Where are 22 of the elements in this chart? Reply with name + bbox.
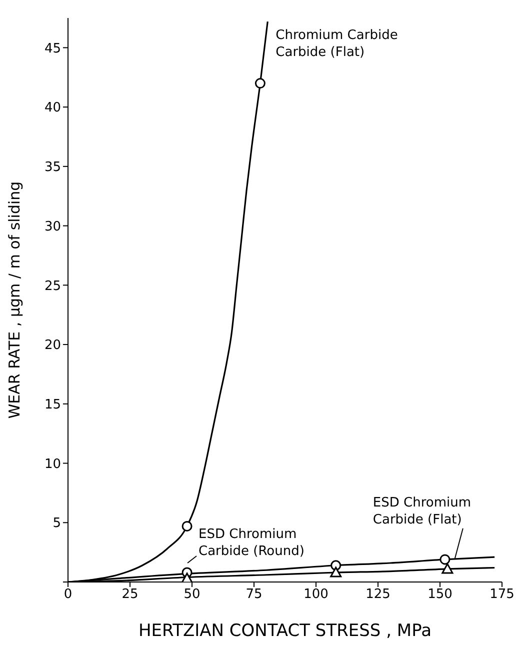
- y-tick-label: 25: [44, 278, 61, 294]
- series-label: ESD Chromium Carbide (Round): [198, 526, 304, 559]
- x-tick-label: 50: [184, 587, 200, 602]
- y-tick-label: 35: [44, 160, 61, 176]
- series-label: Chromium Carbide Carbide (Flat): [276, 28, 398, 60]
- y-tick-label: 30: [44, 219, 61, 234]
- x-tick-label: 125: [366, 587, 390, 602]
- y-axis-title: WEAR RATE , μgm / m of sliding: [5, 181, 24, 419]
- x-tick-label: 100: [304, 587, 328, 602]
- x-tick-label: 0: [64, 587, 72, 602]
- x-tick-label: 75: [246, 587, 262, 602]
- x-tick-label: 175: [490, 587, 514, 602]
- y-tick-label: 10: [44, 456, 61, 472]
- y-tick-label: 20: [44, 338, 61, 354]
- y-tick-label: 5: [52, 516, 61, 532]
- x-axis-title: HERTZIAN CONTACT STRESS , MPa: [138, 621, 432, 641]
- y-tick-label: 15: [44, 398, 61, 413]
- y-tick-label: 45: [44, 41, 61, 56]
- x-tick-label: 25: [122, 587, 138, 602]
- y-tick-label: 40: [44, 100, 61, 116]
- text: ESD Chromium Carbide (Flat): [372, 495, 472, 528]
- x-tick-label: 150: [428, 587, 452, 602]
